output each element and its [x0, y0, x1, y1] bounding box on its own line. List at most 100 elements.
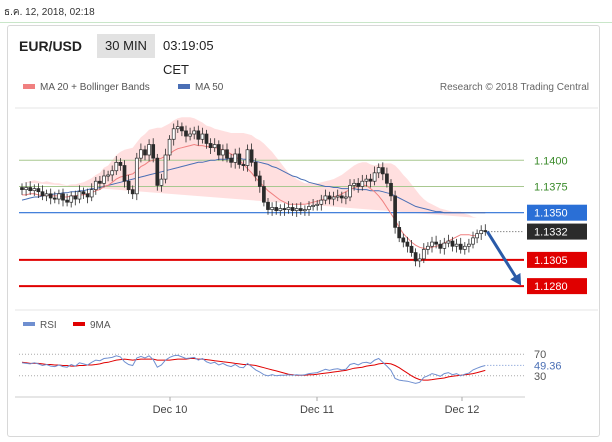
- candle-body-70: [307, 206, 311, 210]
- candle-body-47: [212, 144, 217, 149]
- candle-body-53: [237, 153, 242, 165]
- candle-body-22: [110, 170, 115, 176]
- rsi-ma-legend-label: 9MA: [90, 320, 111, 331]
- ma50-line: [21, 157, 486, 214]
- candle-body-111: [475, 233, 479, 239]
- candle-body-72: [315, 203, 320, 206]
- candle-body-27: [130, 189, 135, 195]
- candle-body-113: [483, 230, 488, 233]
- candle-body-46: [208, 143, 213, 149]
- candle-body-14: [77, 191, 82, 200]
- rsi-legend-label: RSI: [40, 320, 57, 331]
- candle-body-35: [163, 154, 168, 180]
- candle-body-75: [327, 195, 332, 200]
- candle-body-32: [151, 144, 156, 159]
- candle-body-76: [331, 196, 336, 200]
- level-tag-1.1280-box: [527, 278, 587, 295]
- rsi-line: [21, 354, 486, 384]
- candle-body-12: [69, 195, 74, 203]
- candle-body-68: [298, 208, 303, 211]
- candle-body-89: [385, 173, 389, 184]
- candle-body-13: [73, 195, 78, 200]
- candle-body-2: [28, 187, 33, 192]
- candle-body-20: [102, 175, 106, 184]
- candle-body-44: [200, 133, 205, 140]
- candle-body-96: [413, 252, 418, 262]
- candle-body-50: [225, 149, 229, 159]
- candle-body-25: [122, 165, 127, 182]
- candle-body-92: [397, 227, 402, 239]
- ma20-swatch: [23, 84, 35, 89]
- candle-body-31: [147, 144, 151, 156]
- rsi-last-value: 49.36: [534, 360, 562, 372]
- rsi-level-label-70: 70: [534, 349, 546, 361]
- candle-body-6: [44, 193, 49, 197]
- rsi-legend: RSI 9MA: [23, 320, 111, 331]
- candle-body-51: [229, 157, 233, 163]
- ma50-swatch: [178, 84, 190, 89]
- level-tag-1.1400: 1.1400: [534, 155, 568, 167]
- candle-body-3: [32, 188, 37, 192]
- candle-body-17: [89, 189, 94, 198]
- candle-body-83: [360, 180, 365, 187]
- candle-body-88: [380, 167, 385, 175]
- candle-body-52: [233, 153, 238, 163]
- candle-body-60: [266, 201, 270, 210]
- candle-body-94: [405, 241, 410, 247]
- candle-body-87: [376, 167, 381, 174]
- candle-body-5: [40, 191, 45, 197]
- candle-body-98: [421, 249, 426, 260]
- candle-body-73: [319, 199, 324, 205]
- candle-body-15: [81, 191, 86, 195]
- level-tag-1.1375: 1.1375: [534, 181, 568, 193]
- last-price-tag-box: [527, 223, 587, 240]
- candle-body-101: [434, 241, 438, 245]
- candle-body-100: [430, 241, 434, 247]
- rsi-ma-line: [21, 358, 486, 381]
- candle-body-80: [348, 185, 352, 198]
- candle-body-19: [98, 180, 102, 184]
- candle-body-112: [479, 230, 484, 235]
- x-tick-label-0: Dec 10: [153, 404, 188, 416]
- candle-body-42: [192, 130, 197, 135]
- candle-body-74: [323, 195, 328, 201]
- candle-body-36: [167, 138, 172, 156]
- candle-body-23: [114, 161, 119, 172]
- timeframe-badge[interactable]: 30 MIN: [97, 34, 155, 58]
- candle-body-21: [106, 174, 110, 177]
- candle-body-30: [143, 149, 147, 156]
- candle-body-86: [372, 172, 377, 182]
- bollinger-band: [22, 117, 478, 218]
- candle-body-10: [61, 193, 65, 201]
- candle-body-39: [180, 126, 184, 132]
- ma20-legend-label: MA 20 + Bollinger Bands: [40, 82, 150, 93]
- candle-body-103: [442, 242, 447, 249]
- candle-body-110: [471, 237, 475, 245]
- time-axis-labels: Dec 10 Dec 11 Dec 12: [153, 397, 479, 416]
- candle-body-71: [311, 205, 315, 207]
- candle-body-95: [409, 245, 414, 253]
- level-tag-1.1305-label: 1.1305: [534, 255, 568, 267]
- candle-body-48: [216, 144, 221, 156]
- candle-body-7: [48, 193, 53, 199]
- candle-body-8: [52, 197, 57, 200]
- ma20-line: [22, 143, 478, 249]
- candle-body-56: [249, 149, 254, 163]
- server-time: 03:19:05 CET: [163, 38, 214, 77]
- candle-body-108: [462, 245, 467, 250]
- candle-body-81: [352, 182, 356, 186]
- x-tick-label-1: Dec 11: [300, 404, 334, 416]
- candle-body-63: [278, 208, 283, 211]
- candle-body-67: [294, 208, 299, 211]
- candle-body-57: [253, 161, 258, 177]
- candle-body-79: [344, 196, 348, 199]
- candle-body-105: [450, 240, 455, 247]
- last-price-tag-label: 1.1332: [534, 227, 568, 239]
- candle-body-0: [20, 187, 24, 190]
- candle-body-54: [241, 164, 246, 166]
- candle-body-85: [368, 178, 373, 182]
- candle-body-55: [245, 149, 250, 166]
- ma50-legend-label: MA 50: [195, 82, 224, 93]
